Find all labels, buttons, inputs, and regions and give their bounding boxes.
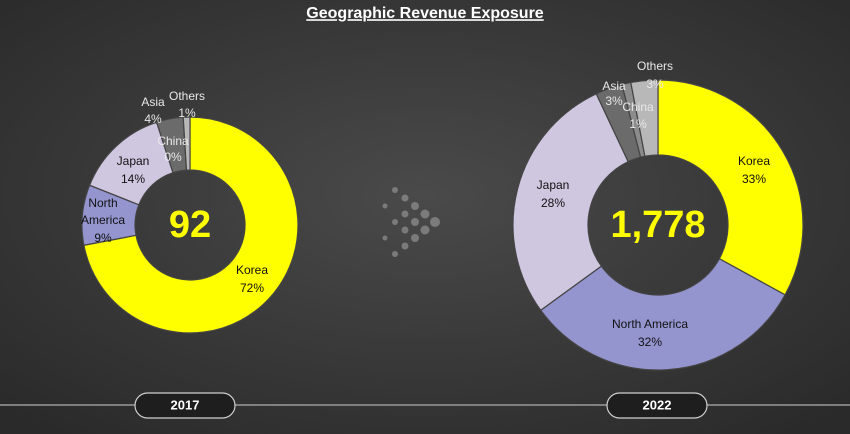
slice-label: Korea bbox=[738, 154, 770, 168]
donut-slice bbox=[630, 79, 659, 157]
slice-label: Others bbox=[169, 89, 205, 103]
year-pill bbox=[134, 392, 236, 419]
slice-label: China bbox=[157, 134, 189, 148]
slice-label: Others bbox=[637, 59, 673, 73]
center-total: 1,778 bbox=[610, 204, 705, 246]
donut-slice bbox=[83, 116, 299, 334]
slice-label: Japan bbox=[537, 178, 570, 192]
slice-value-label: 32% bbox=[638, 335, 662, 349]
donut-slice bbox=[182, 116, 191, 171]
slice-value-label: 0% bbox=[164, 150, 182, 164]
slice-value-label: 9% bbox=[94, 231, 112, 245]
slice-label: China bbox=[622, 100, 654, 114]
slice-value-label: 33% bbox=[742, 172, 766, 186]
slice-value-label: 1% bbox=[629, 117, 647, 131]
slice-label: Asia bbox=[602, 79, 626, 93]
center-total: 92 bbox=[169, 204, 211, 246]
slice-label: Korea bbox=[236, 263, 268, 277]
slice-label: Japan bbox=[117, 154, 150, 168]
donut-slice bbox=[657, 79, 804, 296]
slice-label: North America bbox=[612, 317, 688, 331]
slice-value-label: 1% bbox=[178, 106, 196, 120]
slice-value-label: 14% bbox=[121, 172, 145, 186]
year-pill bbox=[606, 392, 708, 419]
donut-slice bbox=[539, 257, 786, 371]
slice-value-label: 4% bbox=[144, 112, 162, 126]
slice-value-label: 3% bbox=[646, 77, 664, 91]
donut-slice bbox=[512, 93, 629, 312]
slice-value-label: 28% bbox=[541, 196, 565, 210]
slice-value-label: 3% bbox=[605, 94, 623, 108]
slice-value-label: 72% bbox=[240, 281, 264, 295]
slice-label: Asia bbox=[141, 95, 165, 109]
slice-label: North America bbox=[81, 196, 125, 227]
page-title: Geographic Revenue Exposure bbox=[306, 5, 544, 22]
year-label: 2022 bbox=[643, 397, 672, 412]
dotted-arrow bbox=[382, 187, 440, 257]
year-label: 2017 bbox=[171, 397, 200, 412]
